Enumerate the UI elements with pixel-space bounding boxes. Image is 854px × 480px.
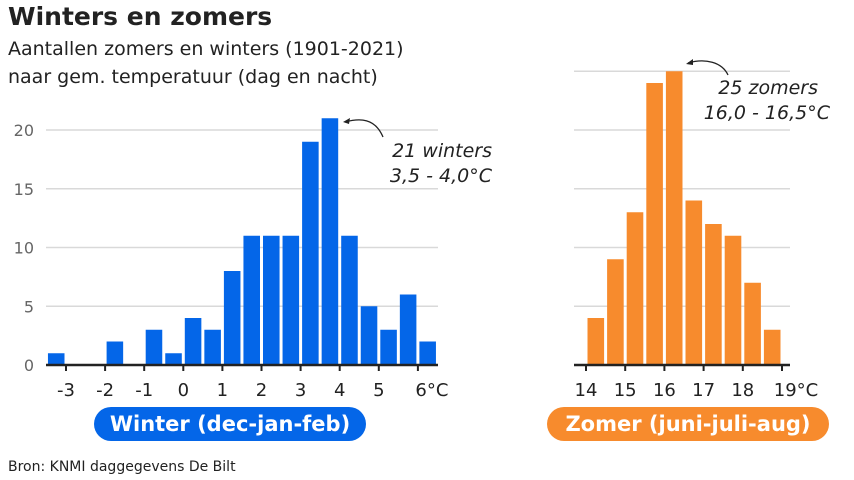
winter-bar [302, 141, 319, 365]
winter-x-tick-label: -1 [135, 380, 153, 401]
chart-subtitle-line2: naar gem. temperatuur (dag en nacht) [8, 66, 378, 88]
winter-bar [204, 329, 221, 365]
source-note: Bron: KNMI daggegevens De Bilt [8, 459, 236, 475]
winter-bar [145, 329, 163, 365]
summer-bar [763, 329, 781, 365]
winter-annotation-line2: 3,5 - 4,0°C [390, 165, 493, 187]
summer-bar [626, 212, 644, 365]
summer-bar [646, 83, 663, 365]
winter-x-tick-label: 1 [217, 380, 228, 401]
winter-bar [165, 353, 182, 365]
summer-x-tick-label: 19°C [774, 380, 818, 401]
winter-x-tick-label: 6°C [415, 380, 448, 401]
winter-y-tick-label: 15 [14, 180, 34, 199]
winter-bar [47, 353, 65, 365]
winter-bar [321, 118, 339, 365]
summer-annotation-line2: 16,0 - 16,5°C [704, 102, 831, 124]
winter-bar [263, 235, 280, 365]
summer-bar [705, 224, 722, 365]
winter-x-tick-label: 0 [178, 380, 189, 401]
summer-x-tick-label: 17 [692, 380, 715, 401]
summer-bar [587, 318, 605, 365]
summer-x-tick-label: 14 [575, 380, 598, 401]
winter-bar [243, 235, 260, 365]
winter-bar [341, 235, 358, 365]
chart-title: Winters en zomers [8, 2, 273, 31]
summer-x-tick-label: 15 [614, 380, 637, 401]
summer-bar [685, 200, 703, 365]
winter-bar [360, 306, 378, 365]
summer-bar [724, 235, 742, 365]
winter-bar [223, 271, 241, 365]
winter-bar [184, 318, 202, 365]
winter-x-tick-label: -2 [96, 380, 114, 401]
winter-bar [380, 329, 397, 365]
winter-arrowhead-icon [343, 118, 350, 124]
winter-y-tick-label: 10 [14, 239, 34, 258]
winter-bar [282, 235, 300, 365]
summer-x-tick-label: 18 [731, 380, 754, 401]
winter-y-tick-label: 20 [14, 121, 34, 140]
winter-bar [419, 341, 436, 365]
summer-arrowhead-icon [686, 59, 693, 65]
winter-label: Winter (dec-jan-feb) [94, 407, 366, 441]
winter-x-tick-label: 4 [334, 380, 345, 401]
winter-y-tick-label: 0 [24, 356, 34, 375]
summer-bar [744, 282, 761, 365]
winter-x-tick-label: 3 [295, 380, 306, 401]
summer-bar [665, 71, 683, 365]
winter-bar [399, 294, 417, 365]
winter-bar [106, 341, 124, 365]
winter-annotation-arrow [344, 119, 384, 138]
summer-label: Zomer (juni-juli-aug) [547, 407, 829, 441]
winter-y-tick-label: 5 [24, 297, 34, 316]
summer-annotation-arrow [687, 60, 729, 76]
summer-bar [607, 259, 624, 365]
winter-x-tick-label: 5 [373, 380, 384, 401]
summer-annotation-line1: 25 zomers [718, 77, 818, 99]
summer-x-tick-label: 16 [653, 380, 676, 401]
chart-subtitle-line1: Aantallen zomers en winters (1901-2021) [8, 38, 404, 60]
winter-x-tick-label: -3 [57, 380, 75, 401]
winter-annotation-line1: 21 winters [392, 140, 492, 162]
winter-x-tick-label: 2 [256, 380, 267, 401]
